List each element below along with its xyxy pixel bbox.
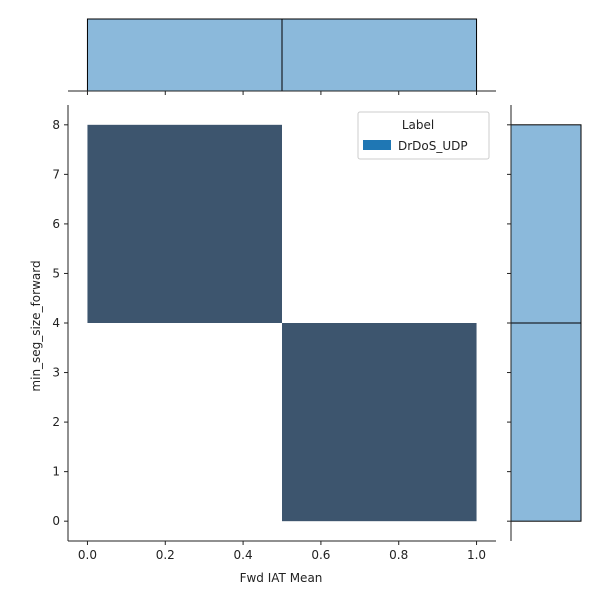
top-marginal-histogram bbox=[68, 18, 496, 95]
legend: Label DrDoS_UDP bbox=[357, 111, 490, 160]
y-axis-label: min_seg_size_forward bbox=[29, 260, 43, 391]
legend-swatch-drdos-udp bbox=[363, 140, 391, 150]
y-tick-label-3: 3 bbox=[52, 366, 60, 380]
y-tick-label-5: 5 bbox=[52, 266, 60, 280]
y-tick-label-8: 8 bbox=[52, 118, 60, 132]
legend-title: Label bbox=[402, 118, 434, 132]
y-tick-label-0: 0 bbox=[52, 514, 60, 528]
legend-label-drdos-udp: DrDoS_UDP bbox=[398, 139, 468, 153]
top-marginal-bar-0 bbox=[86, 18, 283, 92]
x-tick-label-0: 0.0 bbox=[78, 548, 97, 562]
x-tick-label-3: 0.6 bbox=[311, 548, 330, 562]
main-heatmap-plot: 0.0 0.2 0.4 0.6 0.8 1.0 0 1 2 3 4 5 6 7 8 Fwd IAT Mea… bbox=[29, 105, 496, 585]
y-tick-label-2: 2 bbox=[52, 415, 60, 429]
x-tick-label-1: 0.2 bbox=[156, 548, 175, 562]
top-marginal-bar-1 bbox=[281, 18, 478, 92]
right-marginal-bar-1 bbox=[510, 124, 582, 324]
heatmap-cell-0 bbox=[87, 124, 282, 324]
x-tick-label-5: 1.0 bbox=[467, 548, 486, 562]
y-tick-label-6: 6 bbox=[52, 217, 60, 231]
y-tick-label-7: 7 bbox=[52, 167, 60, 181]
y-tick-label-1: 1 bbox=[52, 465, 60, 479]
right-marginal-histogram bbox=[507, 105, 582, 541]
x-tick-label-4: 0.8 bbox=[389, 548, 408, 562]
x-axis-label: Fwd IAT Mean bbox=[240, 571, 323, 585]
y-tick-label-4: 4 bbox=[52, 316, 60, 330]
x-tick-label-2: 0.4 bbox=[234, 548, 253, 562]
heatmap-cell-1 bbox=[282, 323, 477, 522]
right-marginal-bar-0 bbox=[510, 322, 582, 522]
